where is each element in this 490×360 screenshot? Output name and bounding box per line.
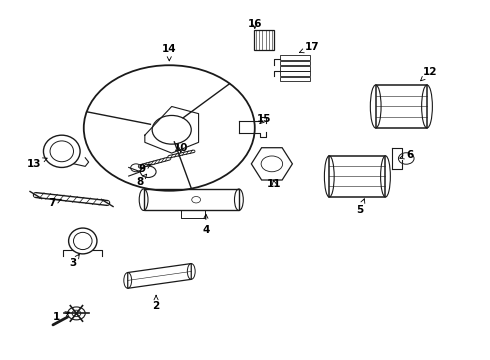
Bar [144, 189, 239, 211]
Text: 11: 11 [267, 179, 282, 189]
Bar [280, 77, 311, 81]
Text: 4: 4 [202, 214, 210, 235]
Text: 15: 15 [257, 114, 272, 124]
Text: 10: 10 [174, 143, 189, 153]
Text: 9: 9 [139, 164, 151, 174]
Text: 13: 13 [26, 158, 47, 169]
Text: 3: 3 [70, 254, 79, 268]
Text: 8: 8 [136, 174, 147, 187]
Text: 1: 1 [53, 312, 70, 322]
Text: 16: 16 [247, 19, 262, 29]
Text: 14: 14 [162, 44, 176, 61]
Text: 2: 2 [152, 296, 160, 311]
Text: 7: 7 [49, 198, 61, 208]
Bar [280, 55, 311, 60]
Text: 12: 12 [420, 67, 437, 81]
Bar [280, 66, 311, 71]
Bar [376, 85, 427, 128]
Text: 5: 5 [356, 199, 365, 216]
Text: 17: 17 [299, 42, 320, 53]
Bar [329, 156, 386, 197]
Bar [254, 30, 274, 50]
Bar [280, 61, 311, 65]
Text: 6: 6 [400, 150, 414, 160]
Bar [280, 71, 311, 76]
